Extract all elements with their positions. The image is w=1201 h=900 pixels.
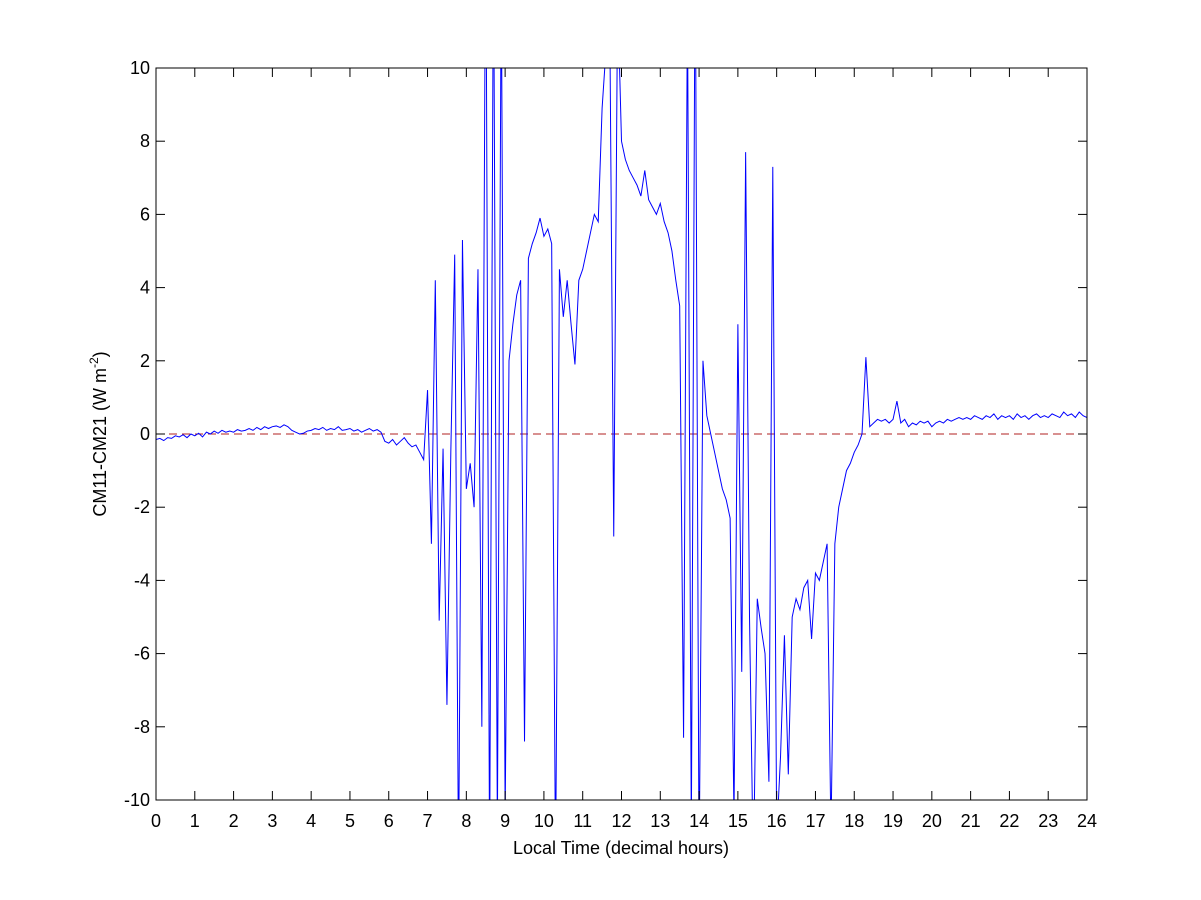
x-tick-label: 1	[190, 811, 200, 831]
x-tick-label: 7	[423, 811, 433, 831]
y-tick-label: -4	[134, 570, 150, 590]
x-tick-label: 8	[461, 811, 471, 831]
y-tick-label: 10	[130, 58, 150, 78]
y-tick-label: -6	[134, 644, 150, 664]
y-tick-label: -2	[134, 497, 150, 517]
x-tick-label: 6	[384, 811, 394, 831]
x-tick-label: 15	[728, 811, 748, 831]
x-tick-label: 2	[229, 811, 239, 831]
x-tick-label: 17	[805, 811, 825, 831]
x-tick-label: 4	[306, 811, 316, 831]
y-tick-label: 2	[140, 351, 150, 371]
x-tick-label: 16	[767, 811, 787, 831]
y-label-text: CM11-CM21 (W m	[90, 368, 110, 517]
x-tick-label: 20	[922, 811, 942, 831]
y-tick-label: 4	[140, 278, 150, 298]
x-tick-label: 0	[151, 811, 161, 831]
y-label-sup: -2	[87, 357, 101, 368]
x-tick-label: 19	[883, 811, 903, 831]
x-tick-label: 3	[267, 811, 277, 831]
x-tick-label: 21	[961, 811, 981, 831]
x-tick-label: 5	[345, 811, 355, 831]
x-tick-label: 10	[534, 811, 554, 831]
x-tick-label: 18	[844, 811, 864, 831]
x-tick-label: 11	[573, 811, 592, 831]
x-tick-label: 14	[689, 811, 709, 831]
y-axis-label: CM11-CM21 (W m-2)	[87, 351, 110, 516]
x-axis-label: Local Time (decimal hours)	[513, 838, 729, 858]
y-tick-label: 0	[140, 424, 150, 444]
y-tick-label: -10	[124, 790, 150, 810]
x-tick-label: 22	[999, 811, 1019, 831]
data-line	[156, 68, 1087, 800]
x-tick-label: 23	[1038, 811, 1058, 831]
plot-area	[156, 68, 1087, 800]
x-tick-label: 13	[650, 811, 670, 831]
x-tick-label: 9	[500, 811, 510, 831]
y-tick-label: 6	[140, 204, 150, 224]
y-tick-label: -8	[134, 717, 150, 737]
y-tick-label: 8	[140, 131, 150, 151]
x-tick-label: 12	[611, 811, 631, 831]
y-label-end: )	[90, 351, 110, 357]
x-tick-label: 24	[1077, 811, 1097, 831]
